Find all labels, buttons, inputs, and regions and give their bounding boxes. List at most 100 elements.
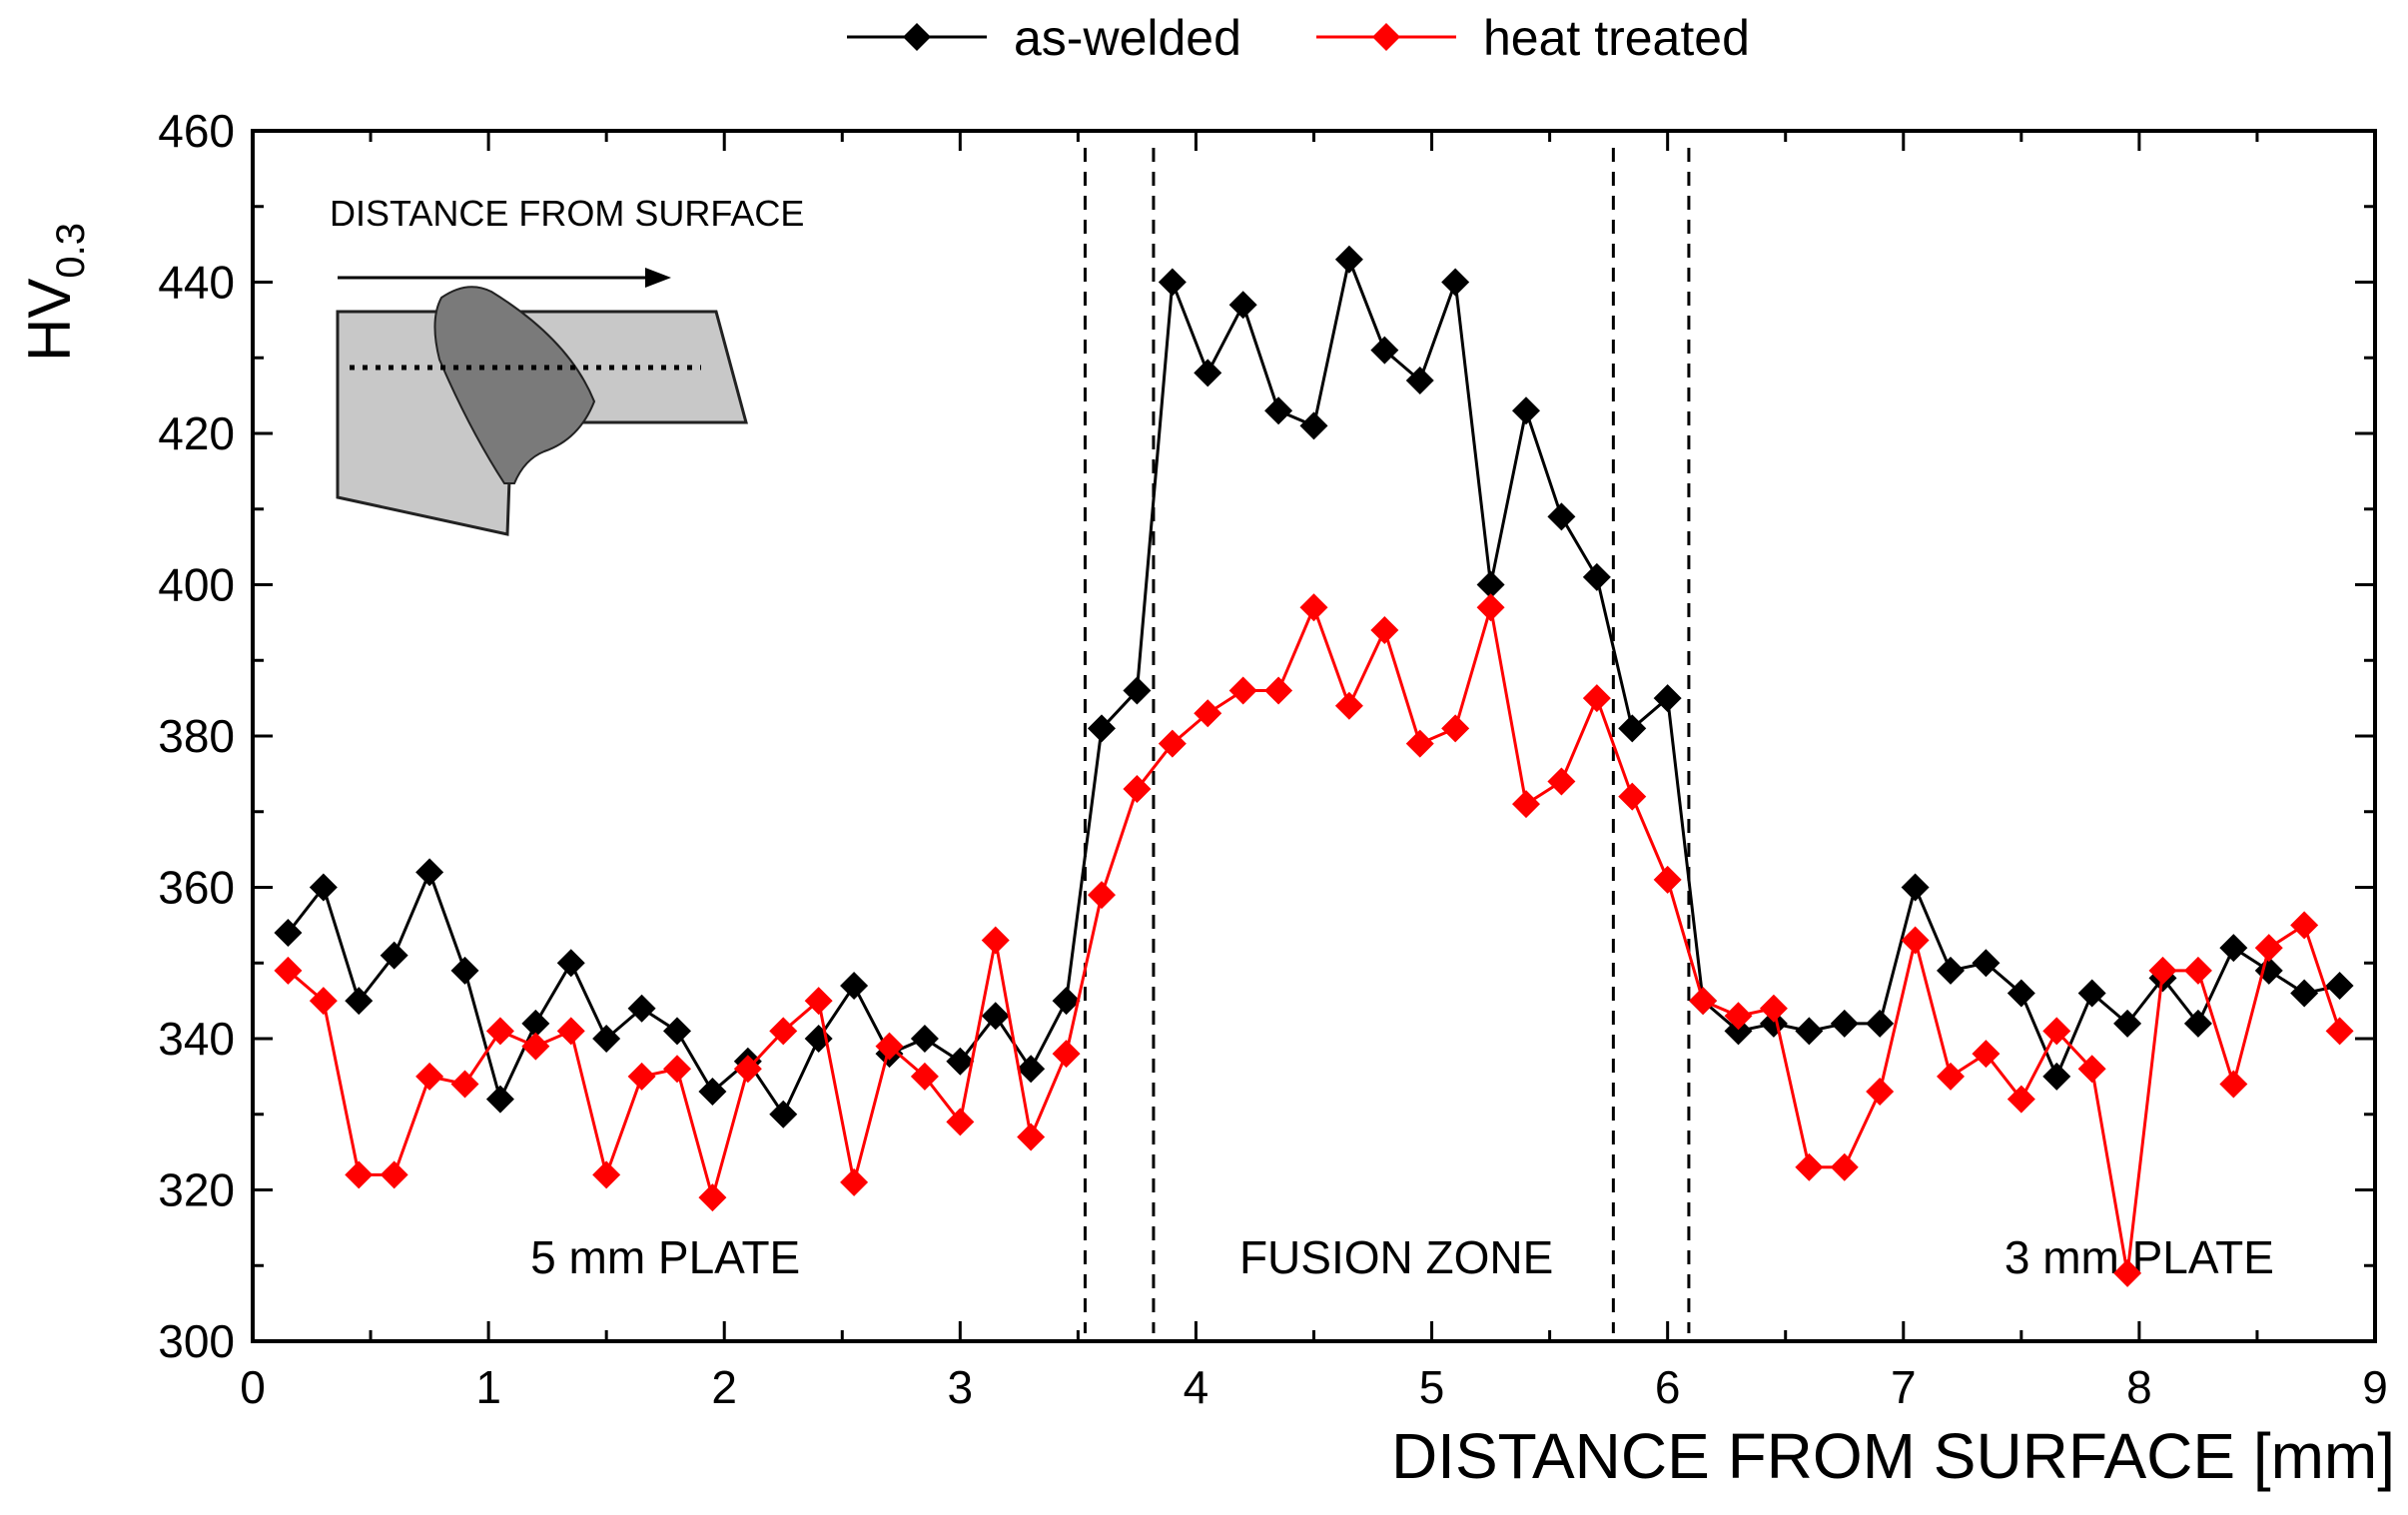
region-label: 3 mm PLATE <box>2005 1231 2274 1283</box>
data-point-heat-treated <box>485 1017 514 1046</box>
data-point-heat-treated <box>274 956 303 985</box>
data-point-heat-treated <box>1972 1040 2001 1069</box>
data-point-as-welded <box>1334 245 1363 274</box>
y-axis-label: HV0.3 <box>16 223 93 362</box>
data-point-heat-treated <box>1405 729 1434 758</box>
data-point-as-welded <box>627 994 656 1023</box>
x-tick-label: 7 <box>1891 1361 1917 1413</box>
data-point-heat-treated <box>875 1032 904 1061</box>
data-point-as-welded <box>663 1017 691 1046</box>
x-tick-label: 9 <box>2362 1361 2388 1413</box>
data-point-as-welded <box>1653 684 1682 713</box>
data-point-as-welded <box>450 956 479 985</box>
data-point-as-welded <box>1228 291 1257 320</box>
data-point-heat-treated <box>1228 676 1257 705</box>
data-point-as-welded <box>1795 1017 1824 1046</box>
data-point-heat-treated <box>1547 767 1576 796</box>
inset-weld-bead <box>433 286 596 484</box>
data-point-as-welded <box>309 873 338 902</box>
data-point-as-welded <box>1123 676 1152 705</box>
x-tick-label: 1 <box>475 1361 501 1413</box>
data-point-as-welded <box>592 1025 621 1053</box>
data-point-as-welded <box>2113 1009 2142 1038</box>
region-label: 5 mm PLATE <box>530 1231 800 1283</box>
legend-label-heat-treated: heat treated <box>1483 10 1750 66</box>
data-point-as-welded <box>2077 979 2106 1008</box>
data-point-heat-treated <box>415 1062 444 1091</box>
data-point-heat-treated <box>450 1070 479 1099</box>
x-tick-label: 5 <box>1419 1361 1445 1413</box>
x-tick-label: 4 <box>1184 1361 1209 1413</box>
y-tick-label: 440 <box>158 257 235 309</box>
y-tick-label: 320 <box>158 1164 235 1216</box>
y-axis-label-subscript: 0.3 <box>49 223 93 279</box>
data-point-heat-treated <box>1724 1002 1753 1031</box>
data-point-as-welded <box>1937 956 1965 985</box>
data-point-heat-treated <box>592 1160 621 1189</box>
data-point-as-welded <box>1512 396 1540 425</box>
legend-label-as-welded: as-welded <box>1014 10 1241 66</box>
data-point-as-welded <box>345 987 374 1016</box>
data-point-as-welded <box>1052 987 1081 1016</box>
plot-area: 0 1 2 3 4 5 6 7 8 9 300 320 340 360 380 400 420 440 460 DIS… <box>16 105 2395 1492</box>
inset-label: DISTANCE FROM SURFACE <box>330 193 804 234</box>
data-point-as-welded <box>1441 268 1470 297</box>
data-point-as-welded <box>769 1100 798 1129</box>
x-axis-label: DISTANCE FROM SURFACE [mm] <box>1391 1420 2395 1492</box>
y-tick-label: 360 <box>158 862 235 914</box>
y-tick-label: 380 <box>158 710 235 762</box>
data-point-as-welded <box>1476 570 1505 599</box>
y-tick-label: 400 <box>158 559 235 611</box>
data-point-heat-treated <box>663 1055 691 1084</box>
y-tick-label: 460 <box>158 105 235 157</box>
data-point-as-welded <box>556 949 585 978</box>
data-point-as-welded <box>1264 396 1293 425</box>
data-point-heat-treated <box>521 1032 550 1061</box>
data-point-heat-treated <box>1088 881 1116 910</box>
legend-marker-heat-treated <box>1372 23 1400 51</box>
data-point-as-welded <box>2219 934 2248 963</box>
data-point-heat-treated <box>1795 1152 1824 1181</box>
data-point-heat-treated <box>1618 782 1647 811</box>
data-point-as-welded <box>1759 1009 1788 1038</box>
data-point-as-welded <box>1370 336 1399 365</box>
data-point-as-welded <box>380 941 408 970</box>
data-point-heat-treated <box>1334 691 1363 720</box>
data-point-heat-treated <box>1937 1062 1965 1091</box>
y-axis-label-main: HV <box>16 279 83 362</box>
data-point-heat-treated <box>309 987 338 1016</box>
data-point-heat-treated <box>2007 1085 2035 1114</box>
y-tick-label: 420 <box>158 407 235 459</box>
x-tick-label: 6 <box>1655 1361 1681 1413</box>
data-point-as-welded <box>1830 1009 1859 1038</box>
data-point-heat-treated <box>1441 714 1470 743</box>
data-point-heat-treated <box>1194 699 1222 728</box>
data-point-heat-treated <box>1123 775 1152 804</box>
inset-arrow-head <box>645 268 671 288</box>
x-tick-label: 2 <box>711 1361 737 1413</box>
data-point-as-welded <box>1017 1055 1046 1084</box>
data-point-heat-treated <box>2219 1070 2248 1099</box>
data-point-as-welded <box>1618 714 1647 743</box>
data-point-as-welded <box>840 971 869 1000</box>
data-point-heat-treated <box>2183 956 2212 985</box>
data-point-as-welded <box>274 918 303 947</box>
data-point-heat-treated <box>1264 676 1293 705</box>
data-point-heat-treated <box>840 1167 869 1196</box>
data-point-as-welded <box>1194 359 1222 387</box>
data-point-heat-treated <box>1158 729 1187 758</box>
x-tick-label: 3 <box>948 1361 974 1413</box>
data-point-as-welded <box>2325 971 2354 1000</box>
x-tick-label: 0 <box>240 1361 266 1413</box>
data-point-heat-treated <box>2290 911 2319 940</box>
data-point-heat-treated <box>1582 684 1611 713</box>
data-point-heat-treated <box>1476 593 1505 622</box>
data-point-as-welded <box>910 1025 939 1053</box>
y-tick-label: 340 <box>158 1013 235 1065</box>
data-point-as-welded <box>1582 562 1611 591</box>
data-point-as-welded <box>1405 366 1434 394</box>
region-label: FUSION ZONE <box>1239 1231 1553 1283</box>
data-point-heat-treated <box>946 1108 975 1136</box>
data-point-heat-treated <box>1759 994 1788 1023</box>
data-point-as-welded <box>1901 873 1930 902</box>
